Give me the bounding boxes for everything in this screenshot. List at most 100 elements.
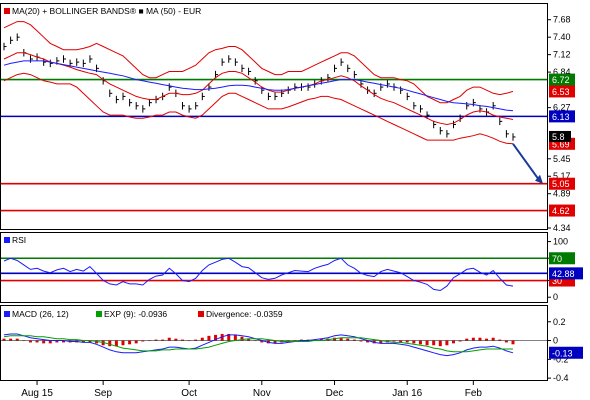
price-level-label: 6.13 xyxy=(552,112,570,122)
ma20-line xyxy=(3,52,514,126)
price-tick-label: 7.40 xyxy=(553,32,571,42)
price-tick-label: 5.45 xyxy=(553,154,571,164)
divergence-bar xyxy=(471,337,475,341)
divergence-bar xyxy=(392,340,396,342)
divergence-bar xyxy=(128,340,132,345)
ma50-line xyxy=(3,60,514,112)
divergence-bar xyxy=(504,340,508,343)
divergence-bar xyxy=(425,340,429,346)
macd-level-tag xyxy=(549,346,583,359)
price-level-label: 5.05 xyxy=(552,179,570,189)
divergence-bar xyxy=(240,336,244,341)
macd-tick-label: -0.4 xyxy=(553,373,569,383)
rsi-level-label: 30 xyxy=(552,276,562,286)
macd-level-label: -0.13 xyxy=(552,348,573,358)
divergence-bar xyxy=(2,338,6,341)
x-tick-label: Dec xyxy=(326,388,344,399)
price-panel-title: MA(20) + BOLLINGER BANDS® ■ MA (50) - EU… xyxy=(12,6,201,16)
legend-divergence: Divergence: -0.0359 xyxy=(206,309,283,319)
divergence-bar xyxy=(88,340,92,343)
divergence-bar xyxy=(161,339,165,341)
divergence-bar xyxy=(405,340,409,343)
rsi-level-label: 70 xyxy=(552,254,562,264)
price-level-label: 6.53 xyxy=(552,87,570,97)
close-price-tag xyxy=(549,130,571,142)
rsi-panel-title: RSI xyxy=(12,235,26,245)
divergence-bar xyxy=(15,338,19,341)
price-level-tag xyxy=(549,73,575,86)
price-level-label: 6.72 xyxy=(552,75,570,85)
divergence-bar xyxy=(167,337,171,341)
divergence-bar xyxy=(352,339,356,341)
rsi-tick-label: 0 xyxy=(553,292,558,302)
price-tick-label: 6.27 xyxy=(553,103,571,113)
legend-swatch-exp xyxy=(96,311,102,317)
macd-line xyxy=(3,333,514,357)
rsi-level-tag xyxy=(549,252,575,265)
divergence-bar xyxy=(81,340,85,343)
divergence-bar xyxy=(174,338,178,341)
divergence-bar xyxy=(108,340,112,347)
bb-upper-line xyxy=(3,21,514,104)
divergence-bar xyxy=(498,339,502,341)
price-tick-label: 5.17 xyxy=(553,171,571,181)
legend-swatch-ma20 xyxy=(4,8,10,14)
forecast-arrow-head xyxy=(535,174,543,184)
divergence-bar xyxy=(359,340,363,342)
price-level-label: 4.62 xyxy=(552,206,570,216)
rsi-panel-frame xyxy=(0,232,548,303)
close-price-label: 5.8 xyxy=(552,132,565,142)
divergence-bar xyxy=(194,339,198,341)
legend-swatch-divergence xyxy=(198,311,204,317)
divergence-bar xyxy=(61,340,65,343)
divergence-bar xyxy=(339,337,343,341)
divergence-bar xyxy=(48,340,52,344)
divergence-bar xyxy=(200,337,204,341)
legend-macd: MACD (26, 12) xyxy=(12,309,69,319)
macd-panel: 0.2 0 -0.2 -0.4 -0.13 xyxy=(1,317,583,383)
divergence-bar xyxy=(478,337,482,341)
price-tick-label: 7.68 xyxy=(553,15,571,25)
divergence-bar xyxy=(42,340,46,344)
divergence-bar xyxy=(399,340,403,343)
forecast-arrow-line xyxy=(512,143,542,184)
x-tick-label: Aug 15 xyxy=(21,388,53,399)
divergence-bar xyxy=(418,340,422,345)
divergence-bar xyxy=(207,335,211,341)
divergence-bar xyxy=(260,340,264,343)
x-tick-label: Jan 16 xyxy=(392,388,422,399)
divergence-bar xyxy=(141,340,145,342)
divergence-bar xyxy=(55,340,59,343)
divergence-bar xyxy=(114,340,118,347)
macd-tick-label: -0.2 xyxy=(553,354,569,364)
rsi-panel: 10070300703042.88 xyxy=(1,237,583,302)
price-panel: 7.68 7.40 7.12 6.84 6.27 5.45 5.17 4.89 4.34 6.72… xyxy=(1,15,575,233)
divergence-bar xyxy=(227,333,231,341)
x-tick-label: Nov xyxy=(253,388,271,399)
divergence-bar xyxy=(346,338,350,341)
price-tick-label: 4.89 xyxy=(553,189,571,199)
rsi-tick-label: 100 xyxy=(553,237,568,247)
legend-swatch-rsi xyxy=(4,237,10,243)
price-level-tag xyxy=(549,177,575,190)
divergence-bar xyxy=(465,338,469,341)
price-tick-label: 7.12 xyxy=(553,50,571,60)
macd-tick-label: 0 xyxy=(553,336,558,346)
price-level-tag xyxy=(549,204,575,217)
macd-tick-label: 0.2 xyxy=(553,317,566,327)
divergence-bar xyxy=(366,340,370,343)
divergence-bar xyxy=(121,340,125,346)
divergence-bar xyxy=(491,337,495,341)
macd-legend: MACD (26, 12) EXP (9): -0.0936 Divergenc… xyxy=(4,309,283,319)
price-tick-label: 6.84 xyxy=(553,67,571,77)
divergence-bar xyxy=(458,340,462,342)
divergence-bar xyxy=(28,340,32,343)
divergence-bar xyxy=(438,340,442,347)
divergence-bar xyxy=(134,340,138,344)
price-level-tag xyxy=(549,110,575,123)
divergence-bar xyxy=(379,340,383,344)
divergence-bar xyxy=(180,339,184,341)
divergence-bar xyxy=(445,340,449,346)
legend-swatch-macd xyxy=(4,311,10,317)
